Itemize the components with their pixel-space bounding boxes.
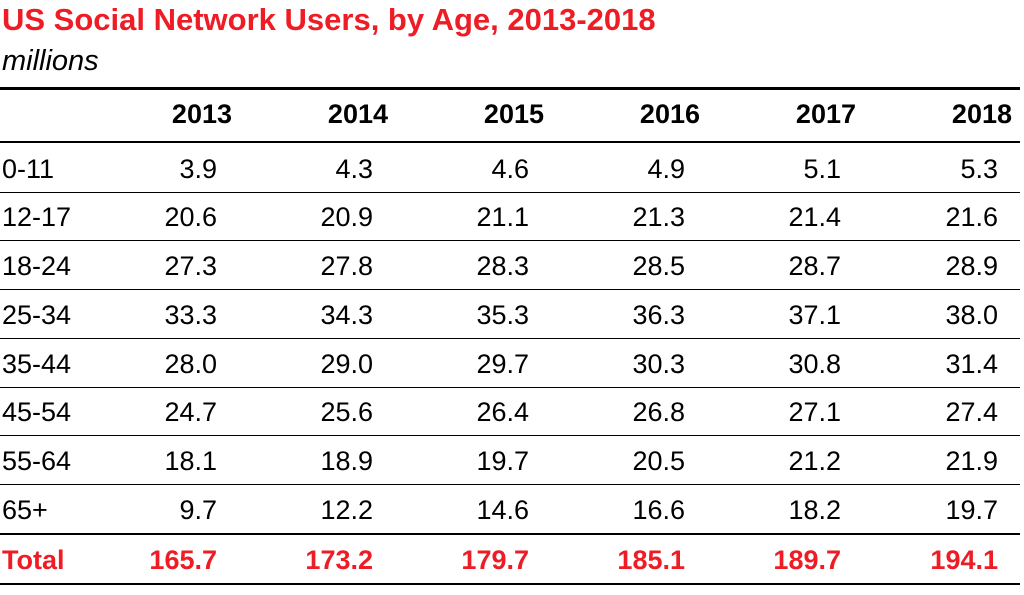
total-cell: 185.1: [617, 545, 685, 575]
table-cell: 5.3: [960, 154, 998, 184]
table-cell: 27.8: [320, 251, 373, 281]
table-row: 35-44 28.0 29.0 29.7 30.3 30.8 31.4: [0, 340, 1020, 388]
row-divider: [0, 484, 1020, 485]
table-cell: 33.3: [164, 300, 217, 330]
table-cell: 20.6: [164, 202, 217, 232]
table-cell: 18.1: [164, 446, 217, 476]
table-cell: 26.8: [632, 397, 685, 427]
total-cell: 194.1: [930, 545, 998, 575]
row-label: 45-54: [2, 397, 72, 427]
table-cell: 21.6: [945, 202, 998, 232]
column-header: 2018: [951, 99, 1012, 129]
total-cell: 173.2: [305, 545, 373, 575]
table-cell: 27.1: [788, 397, 841, 427]
table-cell: 28.0: [164, 349, 217, 379]
table-cell: 19.7: [476, 446, 529, 476]
table-cell: 21.9: [945, 446, 998, 476]
table-cell: 31.4: [945, 349, 998, 379]
total-cell: 189.7: [773, 545, 841, 575]
table-cell: 21.4: [788, 202, 841, 232]
table-cell: 18.9: [320, 446, 373, 476]
table-cell: 3.9: [179, 154, 217, 184]
table-cell: 29.7: [476, 349, 529, 379]
table-cell: 29.0: [320, 349, 373, 379]
row-label: 35-44: [2, 349, 72, 379]
row-divider: [0, 338, 1020, 339]
table-bottom-rule: [0, 583, 1020, 585]
row-divider: [0, 387, 1020, 388]
table-cell: 9.7: [179, 495, 217, 525]
table-header-row: 2013 2014 2015 2016 2017 2018: [0, 90, 1020, 138]
table-cell: 20.9: [320, 202, 373, 232]
table-row: 45-54 24.7 25.6 26.4 26.8 27.1 27.4: [0, 388, 1020, 436]
row-label: 65+: [2, 495, 48, 525]
table-cell: 27.3: [164, 251, 217, 281]
table-cell: 37.1: [788, 300, 841, 330]
row-label: 18-24: [2, 251, 72, 281]
row-divider: [0, 289, 1020, 290]
table-cell: 26.4: [476, 397, 529, 427]
table-cell: 30.8: [788, 349, 841, 379]
table-cell: 18.2: [788, 495, 841, 525]
column-header: 2015: [483, 99, 544, 129]
table-cell: 24.7: [164, 397, 217, 427]
table-row: 12-17 20.6 20.9 21.1 21.3 21.4 21.6: [0, 193, 1020, 241]
table-cell: 28.5: [632, 251, 685, 281]
table-cell: 27.4: [945, 397, 998, 427]
table-row: 65+ 9.7 12.2 14.6 16.6 18.2 19.7: [0, 486, 1020, 534]
table-cell: 5.1: [803, 154, 841, 184]
column-header: 2016: [639, 99, 700, 129]
table-row: 0-11 3.9 4.3 4.6 4.9 5.1 5.3: [0, 145, 1020, 193]
total-cell: 179.7: [461, 545, 529, 575]
row-label: 12-17: [2, 202, 72, 232]
table-cell: 30.3: [632, 349, 685, 379]
total-label: Total: [2, 545, 65, 575]
table-cell: 34.3: [320, 300, 373, 330]
column-header: 2014: [327, 99, 388, 129]
table-cell: 28.3: [476, 251, 529, 281]
table-title: US Social Network Users, by Age, 2013-20…: [2, 2, 656, 37]
table-cell: 35.3: [476, 300, 529, 330]
table-cell: 4.9: [647, 154, 685, 184]
table-cell: 4.3: [335, 154, 373, 184]
column-header: 2017: [795, 99, 856, 129]
column-header: 2013: [171, 99, 232, 129]
row-label: 25-34: [2, 300, 72, 330]
table-cell: 36.3: [632, 300, 685, 330]
table-cell: 38.0: [945, 300, 998, 330]
table-row: 55-64 18.1 18.9 19.7 20.5 21.2 21.9: [0, 437, 1020, 485]
table-cell: 19.7: [945, 495, 998, 525]
total-row: Total 165.7 173.2 179.7 185.1 189.7 194.1: [0, 536, 1020, 584]
table-cell: 21.2: [788, 446, 841, 476]
row-label: 55-64: [2, 446, 72, 476]
table-cell: 16.6: [632, 495, 685, 525]
table-top-rule: [0, 87, 1020, 90]
row-divider: [0, 240, 1020, 241]
table-subtitle: millions: [2, 45, 99, 77]
table-cell: 12.2: [320, 495, 373, 525]
total-cell: 165.7: [149, 545, 217, 575]
table-cell: 20.5: [632, 446, 685, 476]
table-row: 25-34 33.3 34.3 35.3 36.3 37.1 38.0: [0, 291, 1020, 339]
table-cell: 28.7: [788, 251, 841, 281]
table-cell: 25.6: [320, 397, 373, 427]
table-cell: 4.6: [491, 154, 529, 184]
table-cell: 14.6: [476, 495, 529, 525]
total-rule: [0, 533, 1020, 535]
row-divider: [0, 435, 1020, 436]
row-divider: [0, 192, 1020, 193]
row-label: 0-11: [2, 154, 55, 184]
table-cell: 21.1: [476, 202, 529, 232]
header-rule: [0, 141, 1020, 143]
table-row: 18-24 27.3 27.8 28.3 28.5 28.7 28.9: [0, 242, 1020, 290]
table-cell: 28.9: [945, 251, 998, 281]
table-cell: 21.3: [632, 202, 685, 232]
